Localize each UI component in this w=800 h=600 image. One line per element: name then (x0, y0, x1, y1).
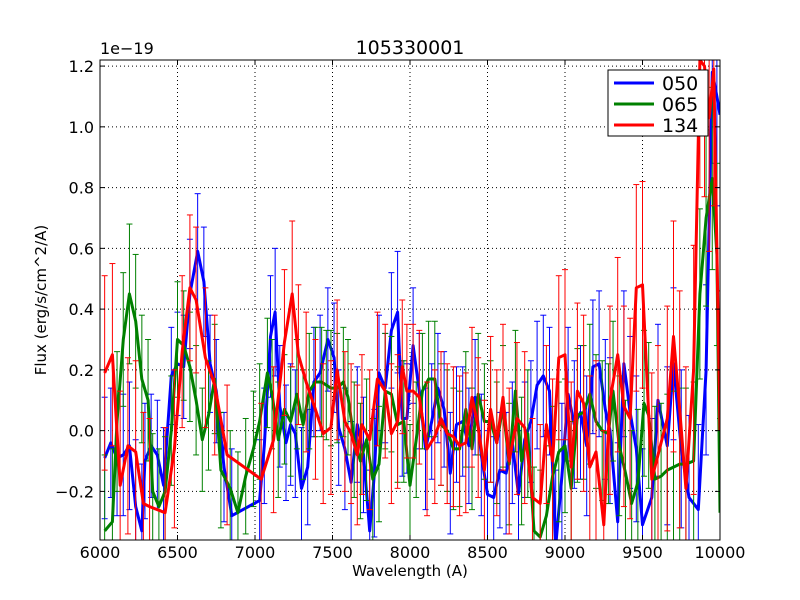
y-tick-label: 0.2 (69, 361, 94, 380)
series-134 (101, 60, 720, 540)
legend-label-050: 050 (662, 73, 698, 95)
axis-ticks: 6000 6500 7000 7500 8000 8500 9000 9500 10000 −0.… (55, 57, 745, 562)
data-series (101, 60, 720, 540)
y-tick-label: 0.6 (69, 239, 94, 258)
series-line-134 (103, 60, 720, 527)
x-tick-label: 8000 (390, 543, 431, 562)
x-tick-label: 10000 (695, 543, 746, 562)
x-tick-label: 8500 (467, 543, 508, 562)
series-line-065 (103, 177, 720, 539)
x-tick-label: 6000 (80, 543, 121, 562)
x-tick-label: 9000 (545, 543, 586, 562)
x-axis-label: Wavelength (A) (352, 562, 468, 580)
y-tick-label: 0.4 (69, 300, 94, 319)
y-tick-label: 0.8 (69, 179, 94, 198)
x-tick-label: 7500 (312, 543, 353, 562)
y-tick-label: 1.2 (69, 57, 94, 76)
legend-label-065: 065 (662, 94, 698, 116)
y-tick-label: 1.0 (69, 118, 94, 137)
y-tick-label: −0.2 (55, 482, 94, 501)
y-tick-label: 0.0 (69, 422, 94, 441)
chart-title: 105330001 (356, 37, 465, 59)
x-tick-label: 9500 (622, 543, 663, 562)
y-axis-label: Flux (erg/s/cm^2/A) (32, 225, 50, 376)
x-tick-label: 6500 (157, 543, 198, 562)
legend-label-134: 134 (662, 115, 698, 137)
x-tick-label: 7000 (235, 543, 276, 562)
y-offset-label: 1e−19 (100, 39, 154, 58)
